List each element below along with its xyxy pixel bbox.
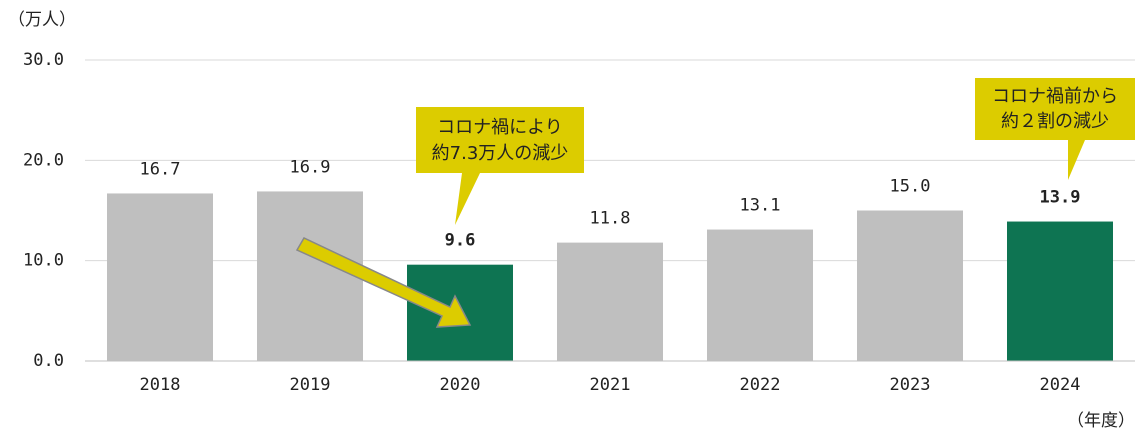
callout bbox=[416, 107, 584, 225]
bar bbox=[707, 229, 813, 361]
y-tick-label: 20.0 bbox=[23, 150, 64, 170]
callout-text: コロナ禍により bbox=[437, 117, 563, 138]
x-axis-label: （年度） bbox=[1067, 411, 1135, 430]
value-label: 16.9 bbox=[290, 157, 331, 177]
value-label: 13.1 bbox=[740, 196, 781, 216]
value-label: 16.7 bbox=[140, 159, 181, 179]
bar bbox=[557, 242, 663, 361]
value-label: 15.0 bbox=[890, 177, 931, 197]
bar bbox=[857, 210, 963, 361]
trend-arrow bbox=[295, 237, 472, 328]
bar bbox=[257, 191, 363, 361]
y-tick-label: 30.0 bbox=[23, 50, 64, 70]
x-tick-label: 2024 bbox=[1040, 375, 1081, 395]
x-tick-label: 2018 bbox=[140, 375, 181, 395]
bar bbox=[1007, 221, 1113, 361]
value-label: 11.8 bbox=[590, 209, 631, 229]
y-axis-label: （万人） bbox=[8, 10, 76, 30]
x-tick-label: 2022 bbox=[740, 375, 781, 395]
bar bbox=[107, 193, 213, 361]
x-tick-label: 2021 bbox=[590, 375, 631, 395]
x-tick-label: 2023 bbox=[890, 375, 931, 395]
plot: 0.0 10.0 20.0 30.0 2018 16.7 2019 16.9 2020 9.6 20… bbox=[23, 50, 1135, 395]
value-label: 13.9 bbox=[1040, 188, 1081, 208]
annotations: コロナ禍により 約7.3万人の減少 コロナ禍前から 約２割の減少 bbox=[295, 78, 1135, 328]
value-label: 9.6 bbox=[445, 231, 476, 251]
y-tick-label: 0.0 bbox=[33, 351, 64, 371]
x-tick-label: 2020 bbox=[440, 375, 481, 395]
callout-text: コロナ禍前から bbox=[992, 86, 1118, 107]
callout bbox=[975, 78, 1135, 180]
x-tick-label: 2019 bbox=[290, 375, 331, 395]
callout-text: 約２割の減少 bbox=[1001, 111, 1109, 132]
callout-text: 約7.3万人の減少 bbox=[432, 143, 569, 164]
y-tick-label: 10.0 bbox=[23, 251, 64, 271]
